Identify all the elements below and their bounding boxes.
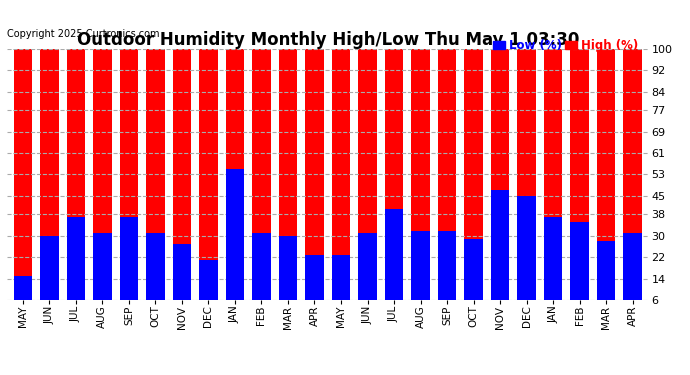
Bar xyxy=(146,233,165,300)
Bar xyxy=(491,49,509,300)
Bar xyxy=(66,217,85,300)
Bar xyxy=(623,49,642,300)
Bar xyxy=(571,222,589,300)
Bar xyxy=(385,209,404,300)
Bar xyxy=(332,49,351,300)
Bar xyxy=(14,49,32,300)
Bar xyxy=(358,49,377,300)
Bar xyxy=(437,231,456,300)
Bar xyxy=(437,49,456,300)
Bar xyxy=(571,49,589,300)
Bar xyxy=(226,169,244,300)
Bar xyxy=(491,190,509,300)
Bar xyxy=(279,236,297,300)
Bar xyxy=(252,233,270,300)
Bar xyxy=(544,217,562,300)
Bar xyxy=(544,49,562,300)
Bar xyxy=(172,49,191,300)
Bar xyxy=(119,217,138,300)
Bar xyxy=(40,236,59,300)
Bar xyxy=(146,49,165,300)
Bar xyxy=(93,233,112,300)
Legend: Low (%), High (%): Low (%), High (%) xyxy=(489,34,642,57)
Bar xyxy=(252,49,270,300)
Bar xyxy=(518,49,536,300)
Bar xyxy=(305,49,324,300)
Bar xyxy=(40,49,59,300)
Bar xyxy=(464,238,483,300)
Bar xyxy=(93,49,112,300)
Bar xyxy=(66,49,85,300)
Bar xyxy=(279,49,297,300)
Bar xyxy=(358,233,377,300)
Bar xyxy=(199,49,218,300)
Bar xyxy=(597,49,615,300)
Bar xyxy=(332,255,351,300)
Bar xyxy=(623,233,642,300)
Bar xyxy=(199,260,218,300)
Bar xyxy=(119,49,138,300)
Bar xyxy=(14,276,32,300)
Bar xyxy=(411,231,430,300)
Bar xyxy=(172,244,191,300)
Bar xyxy=(305,255,324,300)
Text: Copyright 2025 Curtronics.com: Copyright 2025 Curtronics.com xyxy=(7,29,159,39)
Bar xyxy=(518,196,536,300)
Bar xyxy=(464,49,483,300)
Bar xyxy=(385,49,404,300)
Bar xyxy=(597,241,615,300)
Bar xyxy=(411,49,430,300)
Title: Outdoor Humidity Monthly High/Low Thu May 1 03:30: Outdoor Humidity Monthly High/Low Thu Ma… xyxy=(77,31,579,49)
Bar xyxy=(226,49,244,300)
